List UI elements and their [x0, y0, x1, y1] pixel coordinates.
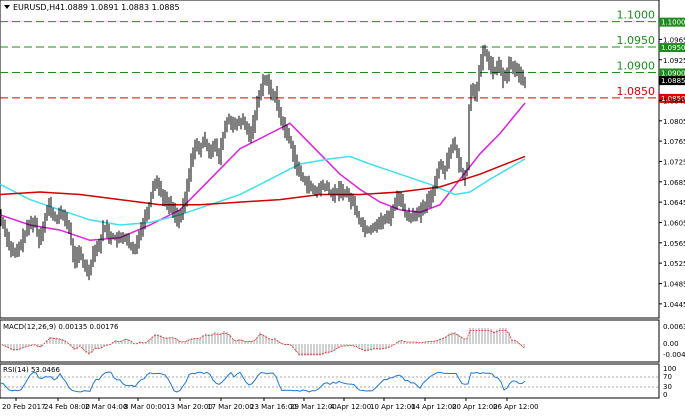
time-tick-label: 14 Apr 12:00 [411, 403, 457, 411]
time-tick-label: 8 Mar 00:00 [124, 403, 166, 411]
level-label: 1.0850 [617, 85, 656, 98]
price-tick-label: 1.0685 [663, 179, 685, 187]
time-tick-label: 26 Apr 12:00 [493, 403, 539, 411]
rsi-line [0, 371, 526, 393]
level-price-tag [659, 43, 685, 53]
level-price-tag-text: 1.0950 [661, 44, 685, 52]
level-price-tag [659, 93, 685, 103]
price-axis: 1.0965 1.0925 1.0885 1.0845 1.0805 1.0765 1.07… [659, 36, 685, 309]
time-tick-label: 2 Mar 04:00 [85, 403, 127, 411]
time-tick-label: 29 Mar 12:00 [290, 403, 337, 411]
time-tick-label: 10 Apr 12:00 [370, 403, 416, 411]
rsi-tick-30: 30 [663, 383, 672, 391]
level-price-tag-text: 1.1000 [661, 19, 685, 27]
ohlc-values: 1.0889 1.0891 1.0883 1.0885 [60, 3, 180, 12]
macd-histogram [1, 328, 525, 356]
price-tick-label: 1.0725 [663, 158, 685, 166]
last-price-tag [659, 76, 685, 86]
price-bars [0, 44, 526, 281]
price-tick-label: 1.0645 [663, 199, 685, 207]
rsi-label: RSI(14) 53.0466 [3, 366, 60, 374]
level-label: 1.0950 [617, 34, 656, 47]
rsi-panel-frame [0, 363, 660, 399]
time-tick-label: 13 Mar 20:00 [166, 403, 213, 411]
macd-tick-top: 0.00631 [663, 323, 685, 331]
macd-label: MACD(12,26,9) 0.00135 0.00176 [3, 323, 119, 331]
rsi-tick-100: 100 [663, 365, 676, 373]
price-tick-label: 1.0525 [663, 260, 685, 268]
time-tick-label: 17 Mar 20:00 [207, 403, 254, 411]
macd-tick-zero: 0.00 [663, 340, 679, 348]
time-tick-label: 20 Apr 12:00 [452, 403, 498, 411]
level-lines: 1.10001.10001.09501.09501.09001.09001.08… [0, 9, 685, 103]
moving-average-line [0, 155, 526, 226]
level-price-tag [659, 68, 685, 78]
price-tick-label: 1.0845 [663, 97, 685, 105]
rsi-tick-70: 70 [663, 373, 672, 381]
symbol-dropdown-icon[interactable] [4, 5, 10, 9]
price-tick-label: 1.0565 [663, 240, 685, 248]
rsi-line [0, 371, 658, 393]
macd-panel-frame [0, 319, 660, 363]
level-label: 1.0900 [617, 59, 656, 72]
level-label: 1.1000 [617, 9, 656, 22]
price-tick-label: 1.0445 [663, 301, 685, 309]
time-tick-label: 4 Apr 12:00 [330, 403, 371, 411]
level-price-tag [659, 17, 685, 27]
price-tick-label: 1.0765 [663, 138, 685, 146]
price-tick-label: 1.0965 [663, 36, 685, 44]
time-tick-label: 20 Feb 2017 [2, 403, 46, 411]
macd-tick-bottom: -0.00412 [663, 351, 685, 359]
price-tick-label: 1.0485 [663, 280, 685, 288]
macd-signal-line [1, 330, 525, 355]
time-tick-label: 24 Feb 08:00 [44, 403, 90, 411]
rsi-tick-0: 0 [663, 391, 667, 399]
level-price-tag-text: 1.0850 [661, 95, 685, 103]
price-tick-label: 1.0805 [663, 118, 685, 126]
symbol-header: EURUSD,H4 [13, 3, 60, 12]
time-tick-label: 23 Mar 16:00 [250, 403, 297, 411]
level-price-tag-text: 1.0900 [661, 69, 685, 77]
price-tick-label: 1.0605 [663, 219, 685, 227]
last-price-text: 1.0885 [661, 77, 685, 85]
price-tick-label: 1.0925 [663, 57, 685, 65]
